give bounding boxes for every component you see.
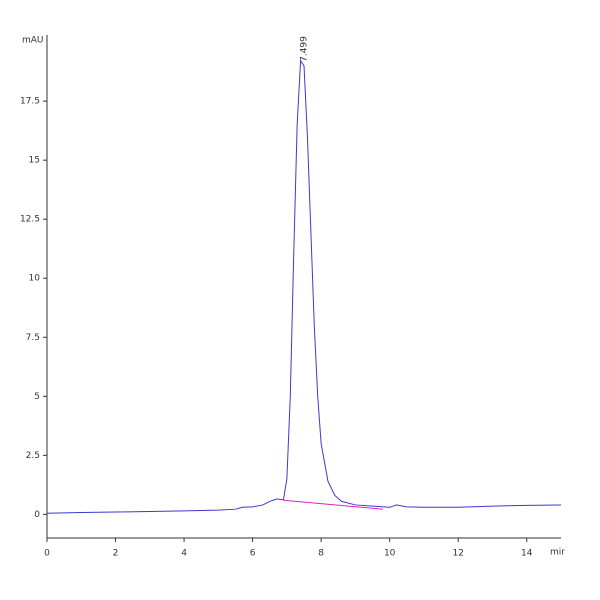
y-tick-label: 0 <box>34 510 40 520</box>
trace <box>46 59 562 514</box>
x-tick-label: 12 <box>452 549 463 559</box>
y-tick-label: 12.5 <box>20 215 40 225</box>
x-tick-label: 0 <box>44 549 50 559</box>
x-tick-label: 14 <box>521 549 533 559</box>
baseline <box>283 499 383 510</box>
y-tick-label: 2.5 <box>26 451 40 461</box>
y-tick-label: 15 <box>29 156 40 166</box>
y-tick-label: 7.5 <box>26 333 40 343</box>
x-tick-label: 4 <box>181 549 187 559</box>
y-tick-label: 17.5 <box>20 97 40 107</box>
x-tick-label: 8 <box>318 549 324 559</box>
x-axis-label: mir <box>550 548 565 558</box>
y-tick-label: 10 <box>29 274 41 284</box>
x-tick-label: 10 <box>384 549 396 559</box>
peak-label: 7.499 <box>299 36 309 62</box>
x-tick-label: 2 <box>113 549 119 559</box>
y-axis-label: mAU <box>22 36 44 46</box>
x-tick-label: 6 <box>250 549 256 559</box>
y-tick-label: 5 <box>34 392 40 402</box>
